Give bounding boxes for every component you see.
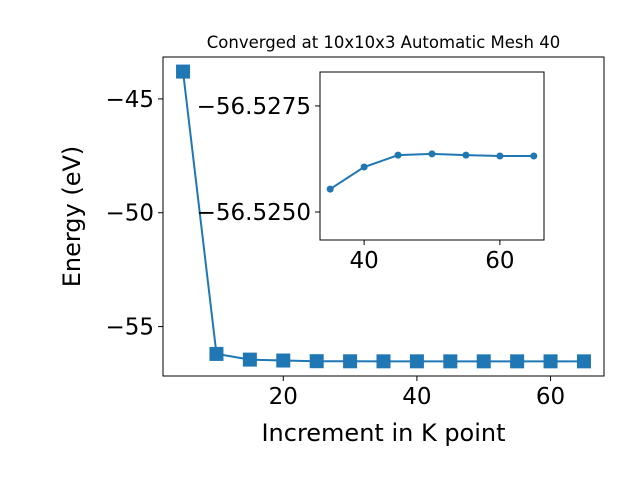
x-tick-label: 60 <box>536 384 565 410</box>
marker <box>443 354 458 369</box>
x-tick-label: 60 <box>485 248 514 274</box>
chart-title: Converged at 10x10x3 Automatic Mesh 40 <box>207 33 560 52</box>
marker <box>209 346 224 361</box>
marker <box>496 152 504 160</box>
marker <box>176 64 191 79</box>
marker <box>543 354 558 369</box>
x-tick-label: 40 <box>349 248 378 274</box>
marker <box>376 354 391 369</box>
marker <box>394 151 402 159</box>
x-axis-label: Increment in K point <box>261 419 505 447</box>
marker <box>276 353 291 368</box>
y-axis-label: Energy (eV) <box>58 146 86 288</box>
y-tick-label: −56.5250 <box>197 200 311 226</box>
marker <box>510 354 525 369</box>
marker <box>242 352 257 367</box>
marker <box>326 185 334 193</box>
y-tick-label: −45 <box>105 87 154 113</box>
marker <box>343 354 358 369</box>
marker <box>462 151 470 159</box>
marker <box>360 163 368 171</box>
y-tick-label: −56.5275 <box>197 94 311 120</box>
marker <box>476 354 491 369</box>
marker <box>530 152 538 160</box>
y-tick-label: −50 <box>105 201 154 227</box>
marker <box>309 354 324 369</box>
marker <box>428 150 436 158</box>
y-tick-label: −55 <box>105 315 154 341</box>
marker <box>576 354 591 369</box>
marker <box>409 354 424 369</box>
x-tick-label: 20 <box>269 384 298 410</box>
x-tick-label: 40 <box>402 384 431 410</box>
